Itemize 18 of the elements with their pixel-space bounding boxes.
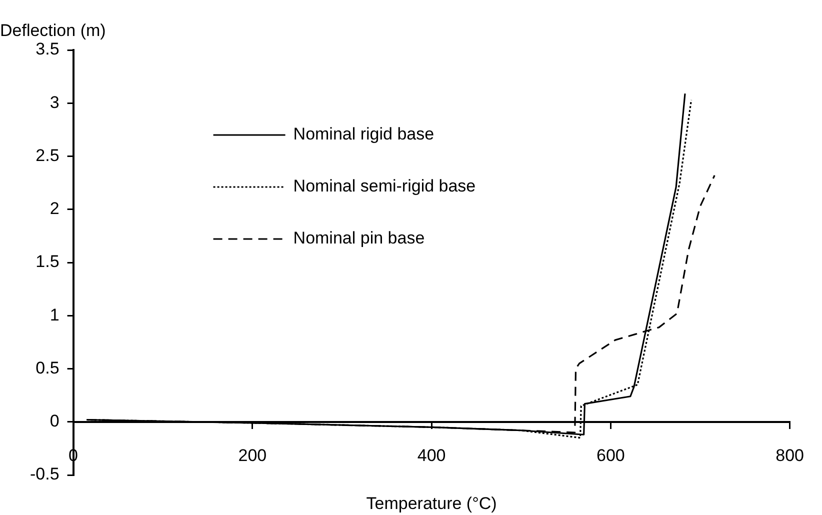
y-tick-label: 2.5 <box>36 146 60 165</box>
y-tick-label: 1 <box>50 305 60 324</box>
legend-label: Nominal pin base <box>293 228 425 248</box>
legend-label: Nominal semi-rigid base <box>293 176 476 196</box>
x-tick-label: 200 <box>238 446 267 465</box>
y-tick-label: -0.5 <box>30 464 60 484</box>
y-axis-title: Deflection (m) <box>0 21 106 40</box>
x-tick-label: 600 <box>596 446 625 465</box>
y-tick-label: 3.5 <box>36 40 60 59</box>
x-tick-label: 800 <box>776 446 804 465</box>
x-tick-label: 400 <box>417 446 446 465</box>
y-tick-label: 3 <box>50 92 60 112</box>
y-tick-label: 0.5 <box>36 358 60 378</box>
x-axis-title: Temperature (°C) <box>366 494 497 514</box>
y-tick-label: 0 <box>50 412 60 431</box>
y-tick-label: 1.5 <box>36 252 60 272</box>
y-tick-label: 2 <box>50 199 60 218</box>
legend-label: Nominal rigid base <box>293 124 434 144</box>
